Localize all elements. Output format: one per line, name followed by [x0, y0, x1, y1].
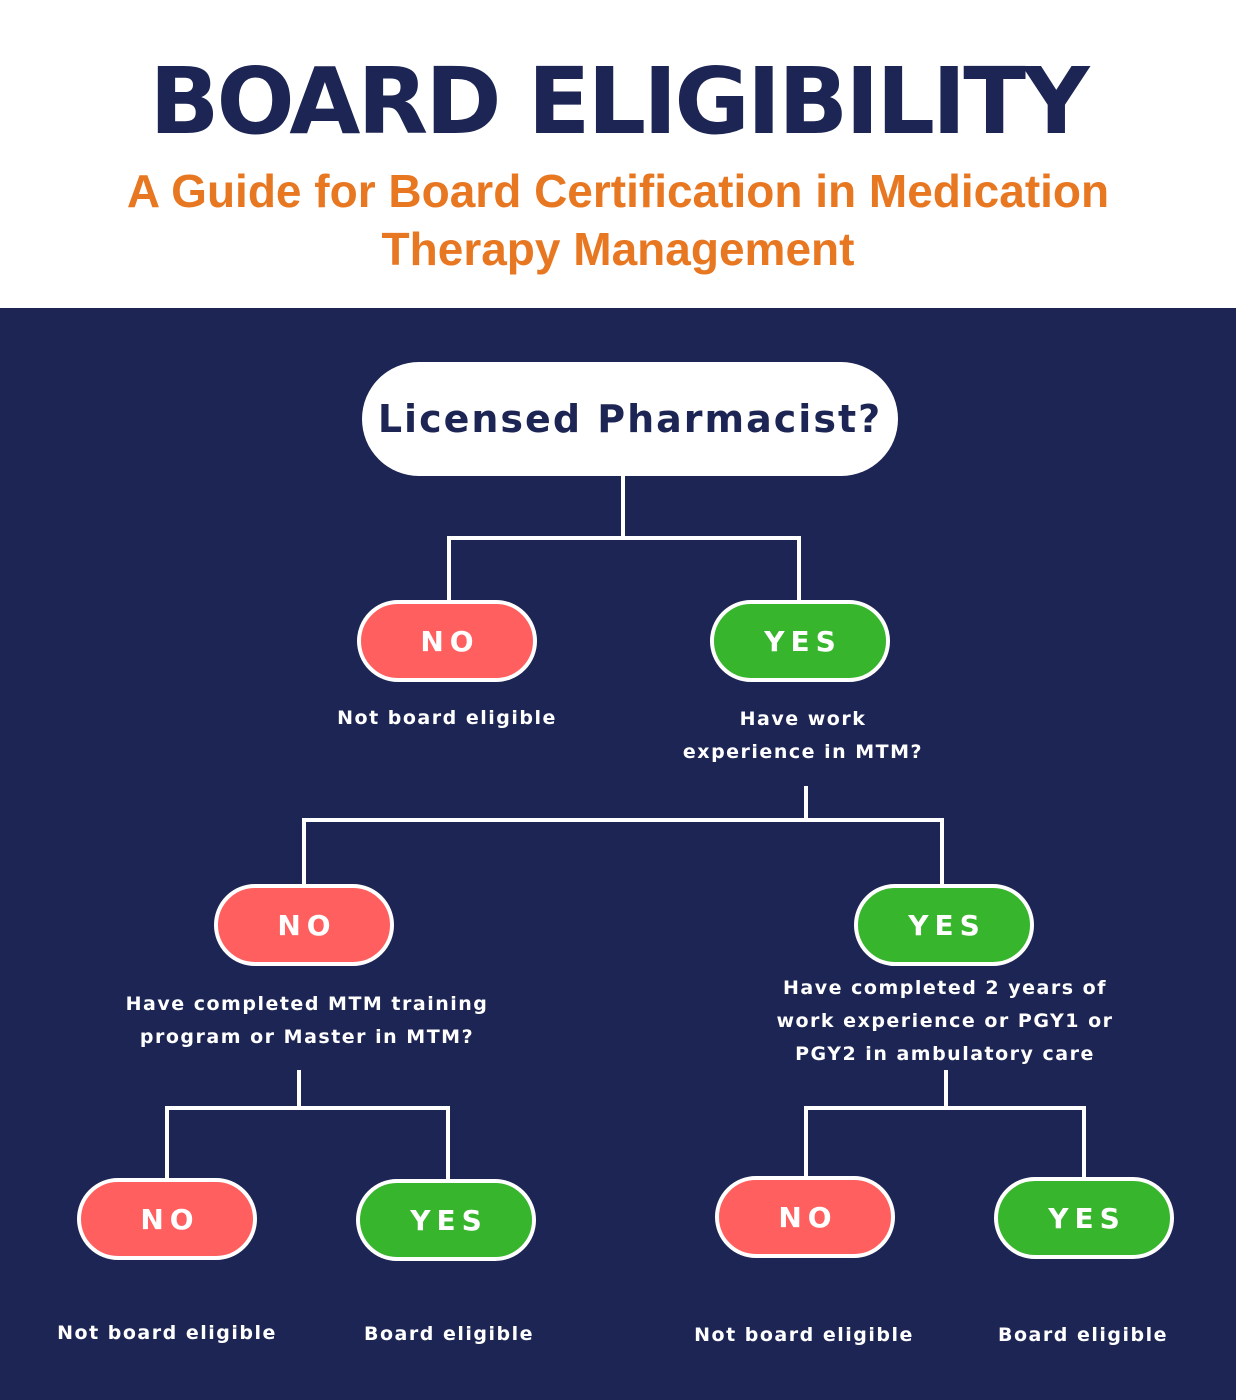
level3-left-no-pill: NO [77, 1178, 257, 1260]
level3-right-yes-pill: YES [994, 1177, 1174, 1259]
connector [944, 1070, 948, 1110]
page-title: BOARD ELIGIBILITY [149, 48, 1089, 155]
question-line: Have completed 2 years of [783, 977, 1107, 999]
level2-no-pill: NO [214, 884, 394, 966]
level3-left-yes-outcome: Board eligible [364, 1323, 534, 1345]
question-line: experience in MTM? [682, 741, 924, 763]
level1-no-pill: NO [357, 600, 537, 682]
level2-yes-question: Have completed 2 years of work experienc… [750, 972, 1140, 1071]
connector [165, 1106, 450, 1110]
level3-left-yes-pill: YES [356, 1179, 536, 1261]
page-subtitle: A Guide for Board Certification in Medic… [60, 162, 1176, 278]
question-line: Have work [739, 708, 867, 730]
question-line: PGY2 in ambulatory care [795, 1043, 1095, 1065]
level3-right-no-outcome: Not board eligible [694, 1324, 914, 1346]
header: BOARD ELIGIBILITY A Guide for Board Cert… [0, 0, 1236, 308]
connector [447, 536, 801, 540]
connector [1082, 1106, 1086, 1180]
question-line: work experience or PGY1 or [776, 1010, 1114, 1032]
level1-no-outcome: Not board eligible [337, 707, 557, 729]
connector [446, 1106, 450, 1182]
connector [804, 1106, 1086, 1110]
level3-left-no-outcome: Not board eligible [57, 1322, 277, 1344]
level1-yes-pill: YES [710, 600, 890, 682]
connector [302, 818, 306, 886]
connector [447, 536, 451, 602]
subtitle-line-2: Therapy Management [381, 223, 855, 275]
connector [297, 1070, 301, 1110]
root-question-node: Licensed Pharmacist? [362, 362, 898, 476]
question-line: Have completed MTM training [125, 993, 489, 1015]
level3-right-yes-outcome: Board eligible [998, 1324, 1168, 1346]
level2-no-question: Have completed MTM training program or M… [97, 988, 517, 1054]
connector [302, 818, 944, 822]
connector [804, 786, 808, 822]
question-line: program or Master in MTM? [139, 1026, 475, 1048]
connector [165, 1106, 169, 1182]
connector [940, 818, 944, 886]
level3-right-no-pill: NO [715, 1176, 895, 1258]
connector [621, 476, 625, 538]
subtitle-line-1: A Guide for Board Certification in Medic… [126, 165, 1110, 217]
connector [804, 1106, 808, 1180]
level1-yes-question: Have work experience in MTM? [653, 703, 953, 769]
connector [797, 536, 801, 602]
level2-yes-pill: YES [854, 884, 1034, 966]
